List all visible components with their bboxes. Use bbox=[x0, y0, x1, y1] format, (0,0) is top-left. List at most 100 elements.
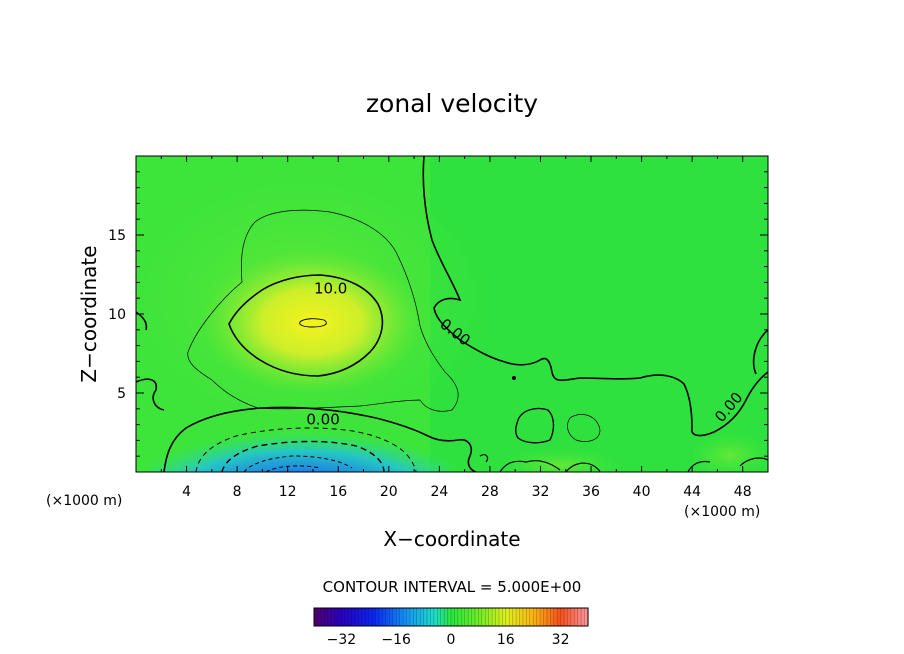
colorbar-cell bbox=[396, 608, 401, 626]
x-tick-label: 12 bbox=[279, 484, 297, 500]
colorbar-cell bbox=[546, 608, 551, 626]
colorbar-cell bbox=[457, 608, 462, 626]
colorbar-cell bbox=[560, 608, 565, 626]
colorbar-cell bbox=[451, 608, 456, 626]
colorbar-cell bbox=[553, 608, 558, 626]
x-axis-unit-left: (×1000 m) bbox=[46, 493, 122, 509]
colorbar-cell bbox=[379, 608, 384, 626]
colorbar-cell bbox=[570, 608, 575, 626]
colorbar-tick-label: 32 bbox=[552, 632, 570, 648]
contour-bottom-mid-closed bbox=[515, 407, 555, 444]
colorbar-cell bbox=[577, 608, 582, 626]
contour-neg-10 bbox=[221, 440, 385, 472]
field-positive-core bbox=[202, 250, 422, 394]
colorbar-cell bbox=[372, 608, 377, 626]
plot-area bbox=[136, 156, 768, 472]
colorbar-cell bbox=[492, 608, 497, 626]
colorbar-cell bbox=[320, 608, 325, 626]
colorbar-cell bbox=[331, 608, 336, 626]
colorbar-tick-label: 0 bbox=[447, 632, 456, 648]
colorbar-tick-label: −32 bbox=[327, 632, 357, 648]
colorbar-cell bbox=[437, 608, 442, 626]
x-tick-label: 32 bbox=[532, 484, 550, 500]
x-tick-label: 20 bbox=[380, 484, 398, 500]
y-tick-label: 5 bbox=[117, 386, 126, 402]
colorbar-cell bbox=[324, 608, 329, 626]
colorbar-cell bbox=[351, 608, 356, 626]
colorbar-cell bbox=[447, 608, 452, 626]
colorbar-cell bbox=[409, 608, 414, 626]
colorbar-cell bbox=[564, 608, 569, 626]
colorbar-cell bbox=[468, 608, 473, 626]
y-tick-label: 10 bbox=[108, 307, 126, 323]
x-tick-label: 16 bbox=[329, 484, 347, 500]
colorbar-tick-label: 16 bbox=[497, 632, 515, 648]
colorbar-cell bbox=[358, 608, 363, 626]
colorbar-cell bbox=[399, 608, 404, 626]
contour-interval-text: CONTOUR INTERVAL = 5.000E+00 bbox=[323, 578, 582, 596]
colorbar-cell bbox=[529, 608, 534, 626]
y-axis-label: Z−coordinate bbox=[77, 245, 101, 382]
colorbar-cell bbox=[498, 608, 503, 626]
contour-bottom-mid-thin bbox=[567, 414, 601, 442]
colorbar-cell bbox=[464, 608, 469, 626]
y-tick-label: 15 bbox=[108, 228, 126, 244]
colorbar-cell bbox=[536, 608, 541, 626]
colorbar-cell bbox=[317, 608, 322, 626]
contour-zero-upper bbox=[422, 156, 768, 437]
colorbar-cell bbox=[557, 608, 562, 626]
colorbar-cell bbox=[478, 608, 483, 626]
x-tick-label: 24 bbox=[430, 484, 448, 500]
x-tick-label: 48 bbox=[734, 484, 752, 500]
colorbar-cell bbox=[533, 608, 538, 626]
x-axis: 4 8 12 16 20 24 28 32 36 40 44 48 bbox=[160, 156, 752, 500]
contour-zero-left bbox=[136, 311, 165, 411]
contour-bottom-noise bbox=[479, 454, 768, 472]
colorbar-cell bbox=[481, 608, 486, 626]
colorbar-cell bbox=[433, 608, 438, 626]
colorbar-cell bbox=[567, 608, 572, 626]
colorbar-cell bbox=[382, 608, 387, 626]
colorbar-cell bbox=[502, 608, 507, 626]
colorbar-cell bbox=[413, 608, 418, 626]
colorbar-cell bbox=[392, 608, 397, 626]
x-axis-unit-right: (×1000 m) bbox=[684, 504, 760, 520]
colorbar-cell bbox=[365, 608, 370, 626]
colorbar-frame bbox=[313, 607, 589, 627]
colorbar-cell bbox=[423, 608, 428, 626]
x-tick-label: 28 bbox=[481, 484, 499, 500]
colorbar-cell bbox=[440, 608, 445, 626]
colorbar-ticks: −32 −16 0 16 32 bbox=[327, 632, 570, 648]
contour-dot bbox=[512, 376, 516, 380]
contour-15 bbox=[299, 318, 327, 328]
y-axis: 5 10 15 bbox=[108, 171, 768, 457]
colorbar-cell bbox=[368, 608, 373, 626]
contour-10 bbox=[228, 274, 384, 377]
colorbar-cell bbox=[348, 608, 353, 626]
colorbar-cell bbox=[389, 608, 394, 626]
contour-label: 0.00 bbox=[306, 411, 339, 429]
field-bottom-mid-light bbox=[500, 449, 620, 472]
colorbar-cell bbox=[361, 608, 366, 626]
colorbar-cell bbox=[341, 608, 346, 626]
colorbar-cell bbox=[584, 608, 589, 626]
colorbar bbox=[313, 607, 589, 627]
colorbar-cell bbox=[420, 608, 425, 626]
colorbar-cell bbox=[444, 608, 449, 626]
field-bottom-right-light bbox=[690, 433, 768, 472]
colorbar-cell bbox=[327, 608, 332, 626]
colorbar-cell bbox=[488, 608, 493, 626]
colorbar-cell bbox=[385, 608, 390, 626]
colorbar-cell bbox=[427, 608, 432, 626]
colorbar-cell bbox=[416, 608, 421, 626]
colorbar-cell bbox=[516, 608, 521, 626]
colorbar-cell bbox=[334, 608, 339, 626]
field-negative-core bbox=[150, 415, 450, 472]
colorbar-tick-label: −16 bbox=[381, 632, 411, 648]
x-tick-label: 44 bbox=[683, 484, 701, 500]
colorbar-cell bbox=[355, 608, 360, 626]
colorbar-cell bbox=[509, 608, 514, 626]
colorbar-cell bbox=[543, 608, 548, 626]
colorbar-cell bbox=[314, 608, 319, 626]
